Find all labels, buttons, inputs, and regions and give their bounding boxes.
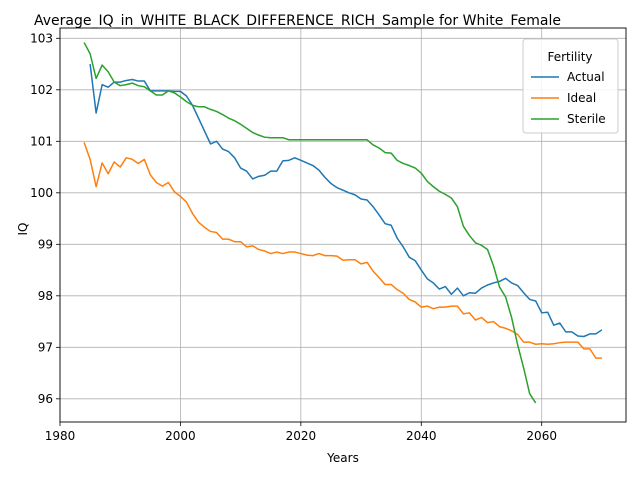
- y-tick-label: 102: [30, 83, 53, 97]
- series-lines: [83, 42, 603, 404]
- chart-title: Average_IQ_in_WHITE_BLACK_DIFFERENCE_RIC…: [34, 13, 561, 29]
- legend: Fertility Actual Ideal Sterile: [522, 38, 619, 134]
- x-tick-label: 2020: [286, 429, 317, 443]
- x-tick-label: 2060: [526, 429, 557, 443]
- x-axis-label: Years: [326, 451, 359, 465]
- y-tick-label: 101: [30, 134, 53, 148]
- y-tick-label: 96: [38, 392, 53, 406]
- legend-label-sterile: Sterile: [567, 112, 606, 126]
- x-axis-ticks: 1980 2000 2020 2040 2060: [45, 422, 557, 443]
- plot-frame: [59, 27, 627, 423]
- y-axis-label: IQ: [16, 223, 30, 236]
- legend-box: [522, 38, 619, 134]
- y-tick-label: 100: [30, 186, 53, 200]
- y-tick-label: 99: [38, 237, 53, 251]
- legend-title: Fertility: [547, 50, 592, 64]
- legend-label-actual: Actual: [567, 70, 605, 84]
- x-tick-label: 1980: [45, 429, 76, 443]
- y-tick-label: 98: [38, 289, 53, 303]
- grid: [59, 28, 626, 422]
- legend-label-ideal: Ideal: [567, 91, 596, 105]
- y-axis-ticks: 96 97 98 99 100 101 102 103: [30, 31, 60, 406]
- x-tick-label: 2000: [165, 429, 196, 443]
- y-tick-label: 97: [38, 340, 53, 354]
- series-line-sterile: [83, 42, 537, 404]
- x-tick-label: 2040: [406, 429, 437, 443]
- y-tick-label: 103: [30, 31, 53, 45]
- series-line-actual: [89, 63, 603, 338]
